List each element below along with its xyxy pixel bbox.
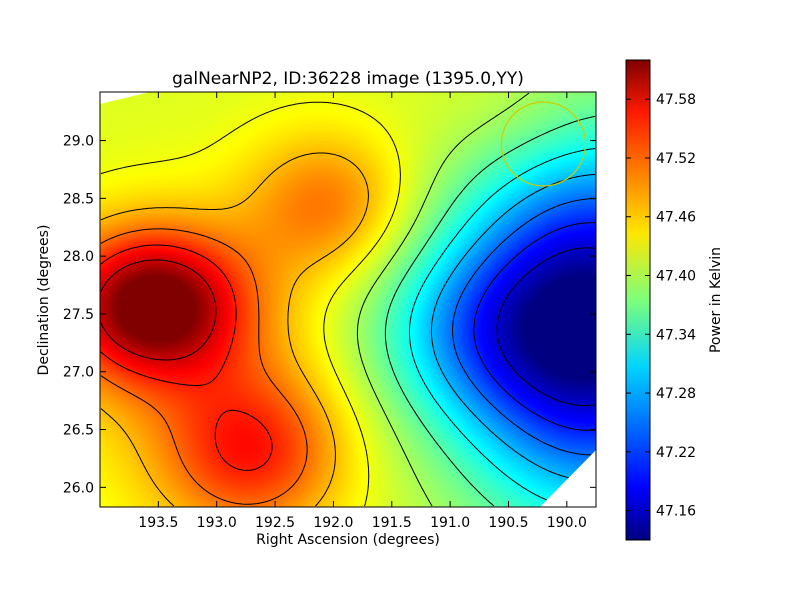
x-tick-label: 190.5 [488, 515, 528, 531]
colorbar-tick-label: 47.22 [656, 445, 696, 461]
colorbar-tick-label: 47.52 [656, 151, 696, 167]
contour-line [430, 174, 596, 482]
y-tick-label: 28.5 [63, 191, 94, 207]
contour-lines [100, 92, 596, 507]
contour-line [384, 115, 596, 507]
contour-line [409, 148, 596, 507]
y-tick-label: 27.5 [63, 307, 94, 323]
x-tick-label: 192.0 [313, 515, 353, 531]
contour-line [100, 244, 273, 471]
blank-corner-top-left [100, 92, 150, 104]
contour-line [100, 259, 217, 361]
beam-marker [500, 101, 587, 187]
x-tick-label: 191.0 [430, 515, 470, 531]
x-tick-label: 193.5 [138, 515, 178, 531]
y-tick-label: 26.0 [63, 480, 94, 496]
x-tick-label: 192.5 [255, 515, 295, 531]
contour-line [356, 92, 530, 507]
contour-line [100, 152, 369, 507]
plot-frame [99, 91, 597, 508]
chart-title: galNearNP2, ID:36228 image (1395.0,YY) [172, 69, 524, 89]
y-tick-label: 28.0 [63, 249, 94, 265]
x-axis-label: Right Ascension (degrees) [256, 532, 440, 548]
x-tick-label: 193.0 [197, 515, 237, 531]
colorbar: 47.16 47.22 47.28 47.34 47.40 47.46 47.52 47.58… [625, 59, 724, 541]
colorbar-tick-label: 47.34 [656, 327, 696, 343]
y-tick-label: 27.0 [63, 365, 94, 381]
colorbar-tick-label: 47.46 [656, 210, 696, 226]
x-axis-ticks: 193.5 193.0 192.5 192.0 191.5 191.0 190.5 190.0 [138, 92, 587, 531]
y-axis-ticks: 26.0 26.5 27.0 27.5 28.0 28.5 29.0 [63, 134, 596, 496]
blank-corner-bottom-right [540, 450, 596, 507]
colorbar-gradient [625, 59, 651, 541]
contour-line [100, 101, 401, 507]
colorbar-ticks: 47.16 47.22 47.28 47.34 47.40 47.46 47.52 47.58 [626, 92, 696, 520]
heatmap-image [100, 92, 596, 507]
y-tick-label: 29.0 [63, 134, 94, 150]
colorbar-tick-label: 47.40 [656, 269, 696, 285]
colorbar-tick-label: 47.28 [656, 386, 696, 402]
x-tick-label: 190.0 [547, 515, 587, 531]
colorbar-tick-label: 47.58 [656, 92, 696, 108]
y-tick-label: 26.5 [63, 423, 94, 439]
contour-line [496, 247, 596, 407]
y-axis-label: Declination (degrees) [36, 225, 52, 376]
x-tick-label: 191.5 [372, 515, 412, 531]
colorbar-tick-label: 47.16 [656, 504, 696, 520]
heatmap [100, 92, 596, 507]
colorbar-label: Power in Kelvin [708, 247, 724, 353]
contour-line [473, 222, 596, 431]
contour-line [100, 228, 308, 505]
